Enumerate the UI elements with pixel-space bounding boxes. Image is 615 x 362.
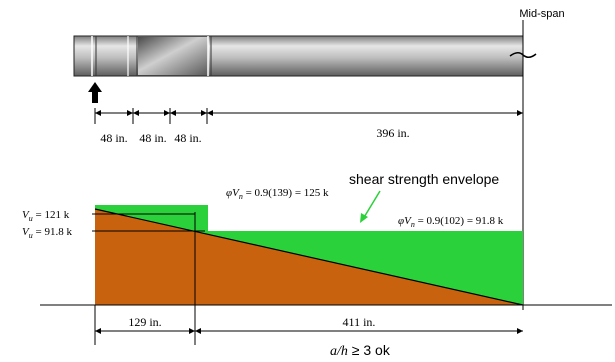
vu-91-8-label: Vu = 91.8 k (22, 226, 72, 240)
high-strength-label: φVn = 0.9(139) = 125 k (226, 187, 329, 201)
midspan-break-icon (509, 52, 537, 58)
dim-seg1-label: 48 in. (100, 131, 127, 145)
envelope-label: shear strength envelope (349, 171, 499, 187)
dim-seg2-label: 48 in. (139, 131, 166, 145)
dim-bottom-right-label: 411 in. (343, 315, 376, 329)
dim-seg4-label: 396 in. (376, 126, 409, 140)
aspect-ratio-note: a/h ≥ 3 ok (330, 342, 391, 359)
top-dimension-line (94, 108, 523, 124)
midspan-label: Mid-span (519, 8, 564, 20)
envelope-pointer-icon (362, 190, 381, 220)
shear-demand-line (94, 208, 524, 306)
dim-bottom-left-label: 129 in. (128, 315, 161, 329)
bottom-dimension-line (95, 328, 523, 334)
beam-elevation (73, 35, 524, 77)
support-arrow-icon (88, 82, 102, 103)
low-strength-label: φVn = 0.9(102) = 91.8 k (398, 215, 504, 229)
vu-121-label: Vu = 121 k (22, 209, 70, 223)
dim-seg3-label: 48 in. (174, 131, 201, 145)
